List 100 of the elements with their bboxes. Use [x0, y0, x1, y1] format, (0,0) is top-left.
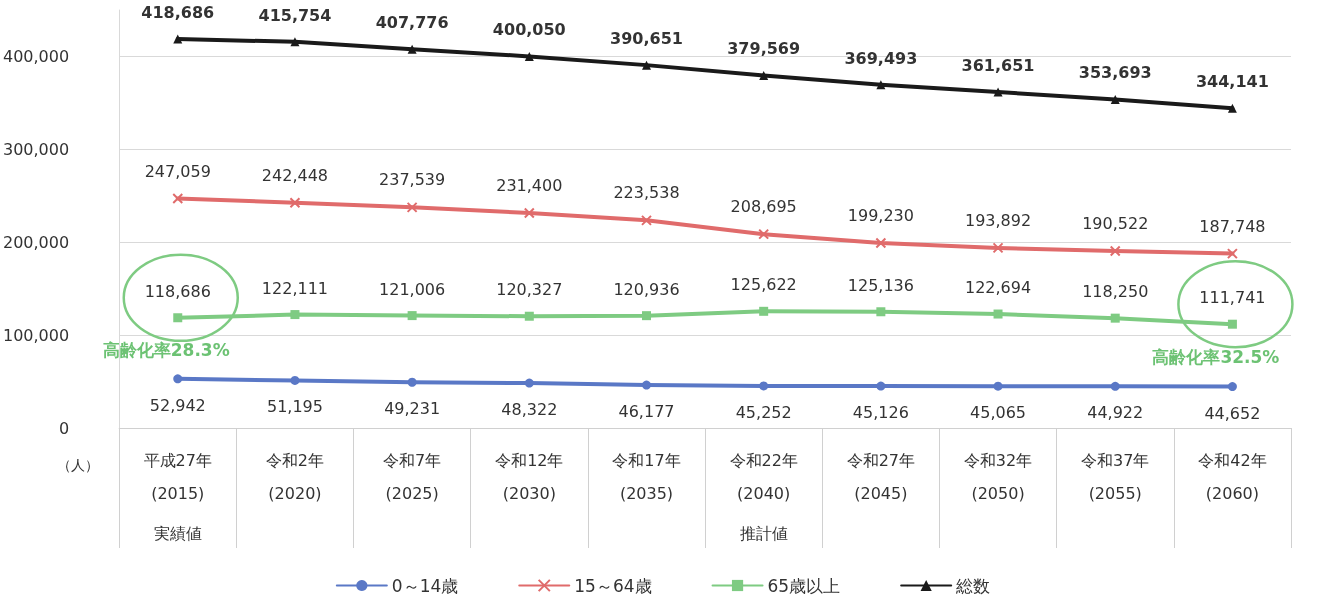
x-tick-label: 令和2年 (2020)	[265, 451, 325, 503]
data-label: 125,622	[730, 275, 797, 295]
legend-label: 15～64歳	[574, 575, 652, 596]
data-label: 45,126	[852, 403, 909, 423]
point	[876, 307, 886, 317]
point	[407, 44, 417, 54]
data-label: 125,136	[847, 275, 914, 295]
point	[1227, 319, 1237, 329]
point	[173, 313, 183, 323]
y-tick-label: 300,000	[2, 139, 70, 159]
point	[1226, 248, 1238, 260]
point	[758, 228, 770, 240]
data-label: 242,448	[261, 165, 329, 185]
point	[641, 60, 651, 70]
point	[1227, 382, 1237, 392]
x-tick-label: 令和27年 (2045)	[846, 451, 916, 503]
data-label: 237,539	[379, 170, 446, 190]
point	[993, 309, 1003, 319]
point	[173, 374, 183, 384]
point	[524, 311, 534, 321]
data-label: 193,892	[964, 210, 1032, 230]
point	[1109, 245, 1121, 257]
data-label: 122,111	[261, 278, 329, 298]
point	[290, 375, 300, 385]
point	[993, 381, 1003, 391]
text: 実績値	[153, 523, 202, 543]
point	[642, 380, 651, 390]
annotation: 高齢化率28.3%	[102, 340, 230, 361]
point	[1227, 103, 1237, 113]
data-label: 51,195	[266, 397, 323, 417]
x-tick-label: 令和37年 (2055)	[1081, 451, 1150, 503]
x-tick-label: 令和7年 (2025)	[383, 451, 442, 503]
data-label: 52,942	[149, 395, 206, 415]
data-label: 49,231	[384, 399, 441, 419]
data-label: 48,322	[501, 400, 558, 420]
x-tick-label: 令和17年 (2035)	[612, 451, 681, 503]
data-label: 415,754	[258, 5, 332, 25]
point	[290, 37, 300, 47]
point	[993, 87, 1003, 97]
y-tick-label: 100,000	[2, 325, 70, 345]
point	[1110, 381, 1120, 391]
point	[524, 51, 534, 61]
point	[290, 310, 300, 320]
data-label: 122,694	[964, 278, 1032, 298]
data-label: 44,922	[1087, 403, 1144, 423]
point	[992, 242, 1004, 254]
data-label: 369,493	[844, 48, 918, 68]
point	[173, 34, 183, 44]
point	[759, 381, 769, 391]
point	[172, 193, 184, 205]
data-label: 223,538	[613, 183, 680, 203]
point	[523, 207, 535, 219]
data-label: 118,250	[1082, 282, 1149, 302]
data-label: 187,748	[1199, 216, 1266, 236]
data-label: 45,252	[735, 402, 792, 422]
text: 推計値	[739, 523, 788, 543]
data-label: 407,776	[375, 13, 449, 33]
point	[759, 70, 769, 80]
point	[406, 201, 418, 213]
x-tick-label: 令和22年 (2040)	[729, 451, 798, 503]
data-label: 344,141	[1195, 72, 1269, 92]
point	[1110, 94, 1120, 104]
y-tick-label: 400,000	[2, 46, 70, 66]
point	[407, 377, 417, 387]
data-label: 390,651	[610, 29, 683, 49]
data-label: 45,065	[970, 403, 1027, 423]
x-tick-label: 令和42年 (2060)	[1198, 451, 1267, 503]
x-tick-label: 令和32年 (2050)	[963, 451, 1033, 503]
annotation: 高齢化率32.5%	[1152, 346, 1280, 367]
data-label: 247,059	[144, 161, 211, 181]
data-label: 118,686	[144, 281, 211, 301]
legend-label: 総数	[955, 575, 991, 596]
data-label: 46,177	[618, 402, 675, 422]
point	[524, 378, 534, 388]
data-label: 44,652	[1204, 403, 1261, 423]
x-tick-label: 平成27年 (2015)	[143, 451, 212, 503]
point	[759, 306, 769, 316]
data-label: 353,693	[1078, 63, 1152, 83]
point	[289, 197, 301, 209]
legend-label: 0～14歳	[391, 575, 459, 596]
data-label: 121,006	[379, 279, 446, 299]
data-label: 120,936	[613, 279, 680, 299]
data-label: 418,686	[141, 3, 215, 23]
y-tick-label: 200,000	[2, 232, 70, 252]
y-axis-title: （人）	[57, 457, 100, 473]
point	[641, 311, 651, 321]
data-label: 361,651	[961, 56, 1035, 76]
legend-label: 65歳以上	[767, 575, 841, 596]
data-label: 190,522	[1082, 214, 1149, 234]
data-label: 231,400	[496, 176, 563, 196]
point	[876, 381, 886, 391]
point	[407, 311, 417, 321]
data-label: 111,741	[1199, 288, 1266, 308]
data-label: 120,327	[496, 280, 563, 300]
x-tick-label: 令和12年 (2030)	[495, 451, 564, 503]
data-label: 379,569	[727, 39, 801, 59]
point	[640, 214, 652, 226]
data-label: 199,230	[847, 205, 914, 225]
point	[1110, 313, 1120, 323]
y-tick-label: 0	[58, 418, 70, 438]
